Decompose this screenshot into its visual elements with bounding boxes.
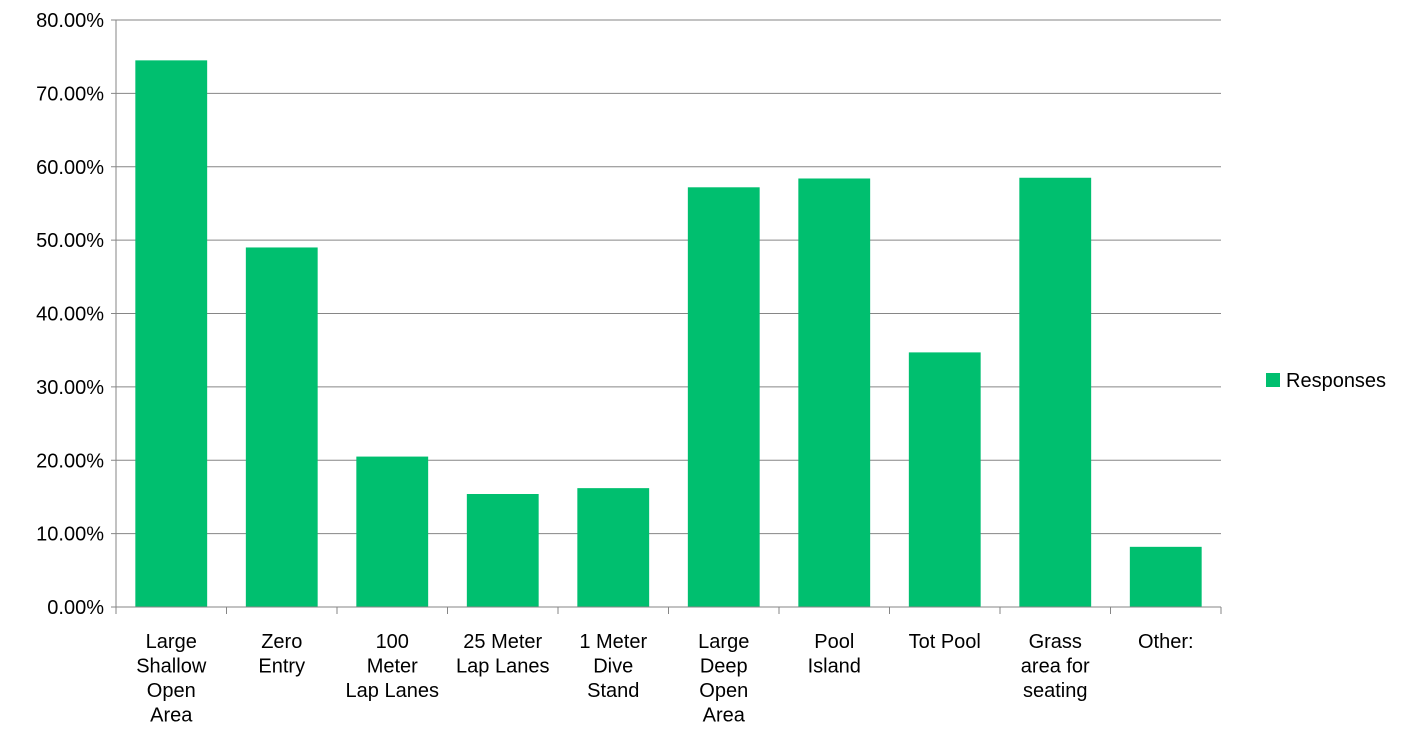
bar: [1019, 177, 1092, 607]
bar: [687, 187, 760, 608]
x-tick-label: 25 Meter Lap Lanes: [456, 631, 549, 678]
bar: [245, 247, 318, 607]
x-tick-label: 1 Meter Dive Stand: [579, 631, 647, 702]
x-tick-label: Large Shallow Open Area: [136, 631, 207, 727]
y-tick-label: 20.00%: [36, 450, 104, 472]
x-tick-label: Large Deep Open Area: [698, 631, 749, 727]
y-tick-label: 80.00%: [36, 10, 104, 32]
y-tick-label: 0.00%: [47, 597, 104, 619]
legend: Responses: [1266, 370, 1386, 392]
y-tick-label: 60.00%: [36, 157, 104, 179]
bar: [577, 488, 650, 607]
bar: [135, 60, 208, 607]
bar: [908, 352, 981, 607]
y-tick-label: 40.00%: [36, 304, 104, 326]
x-tick-label: Tot Pool: [909, 631, 981, 653]
bar: [466, 494, 539, 607]
y-tick-label: 50.00%: [36, 230, 104, 252]
x-tick-label: Grass area for seating: [1021, 631, 1090, 702]
bar: [798, 178, 871, 608]
x-tick-label: Other:: [1138, 631, 1194, 653]
x-tick-label: Zero Entry: [258, 631, 305, 678]
x-tick-label: Pool Island: [808, 631, 861, 678]
x-tick-label: 100 Meter Lap Lanes: [346, 631, 439, 702]
y-tick-label: 70.00%: [36, 83, 104, 105]
bars: [135, 60, 1202, 608]
bar: [356, 456, 429, 607]
bar: [1129, 546, 1202, 607]
y-axis-tick-labels: 0.00% 10.00% 20.00% 30.00% 40.00% 50.00% 60.00…: [36, 10, 104, 619]
y-tick-label: 10.00%: [36, 524, 104, 546]
legend-label: Responses: [1286, 370, 1386, 392]
y-tick-label: 30.00%: [36, 377, 104, 399]
x-axis-category-labels: Large Shallow Open Area Zero Entry 100 Meter Lap…: [136, 631, 1193, 727]
legend-swatch: [1266, 373, 1280, 387]
x-axis: [111, 19, 1222, 614]
